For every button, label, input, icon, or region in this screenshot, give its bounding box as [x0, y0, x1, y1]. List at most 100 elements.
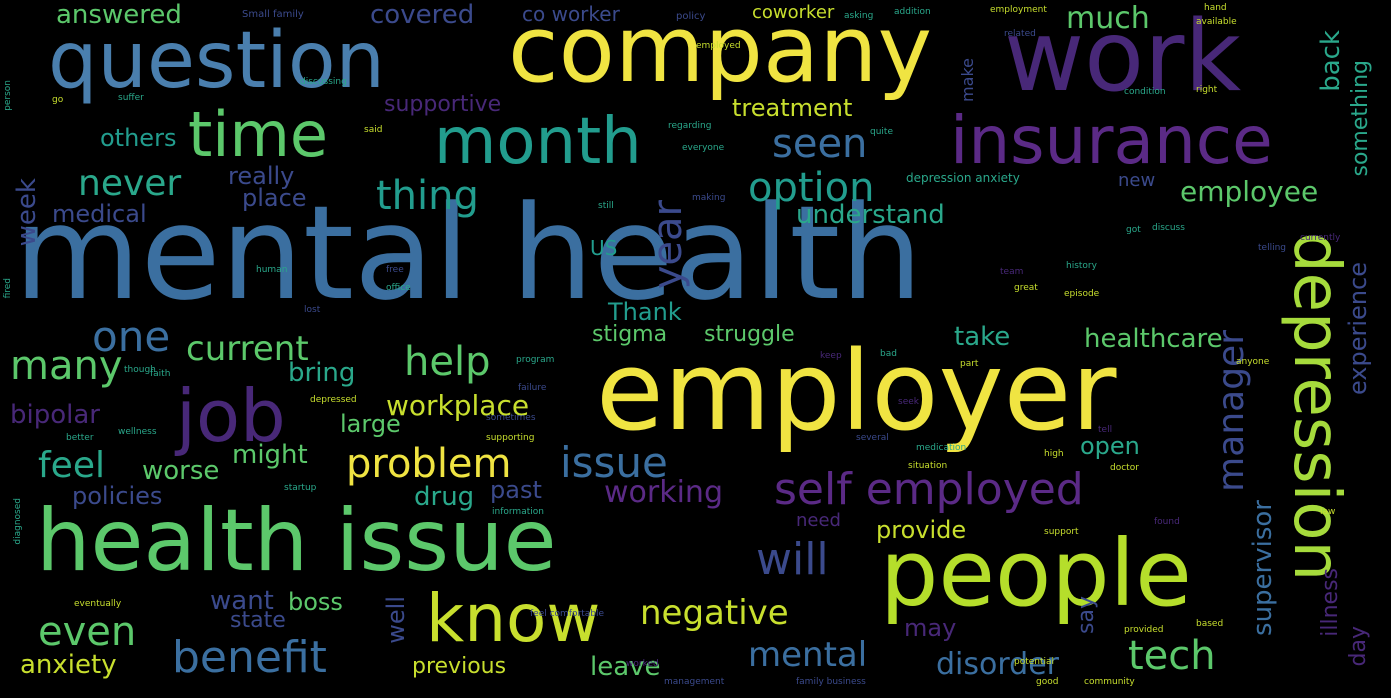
word-doctor: doctor: [1110, 463, 1139, 473]
word-boss: boss: [288, 588, 343, 616]
word-still: still: [598, 201, 614, 211]
word-information: information: [492, 507, 544, 517]
word-worse: worse: [142, 456, 220, 486]
word-help: help: [404, 339, 491, 385]
word-based: based: [1196, 619, 1224, 629]
word-seek: seek: [898, 397, 919, 407]
word-feel: feel: [38, 445, 105, 486]
word-state: state: [230, 608, 286, 633]
word-issue: issue: [560, 438, 668, 487]
word-struggle: struggle: [704, 322, 795, 347]
word-right: right: [1196, 85, 1218, 95]
word-free: free: [386, 265, 404, 275]
word-year: year: [645, 200, 691, 290]
word-employer: employer: [596, 327, 1117, 455]
word-got: got: [1126, 225, 1141, 235]
word-time: time: [188, 98, 329, 171]
word-say: say: [1074, 596, 1099, 634]
word-good: good: [1036, 677, 1059, 687]
word-thank: Thank: [608, 298, 682, 326]
word-understand: understand: [796, 200, 945, 230]
word-back: back: [1316, 30, 1346, 92]
word-provided: provided: [1124, 625, 1164, 635]
word-community: community: [1084, 677, 1135, 687]
word-go: go: [52, 95, 64, 105]
word-everyone: everyone: [682, 143, 725, 153]
word-supervisor: supervisor: [1248, 500, 1278, 636]
word-team: team: [1000, 267, 1024, 277]
word-available: available: [1196, 17, 1237, 27]
word-fired: fired: [3, 278, 13, 299]
word-working: working: [604, 475, 723, 510]
word-even: even: [38, 609, 137, 655]
word-currently: currently: [1300, 233, 1341, 243]
word-telling: telling: [1258, 243, 1286, 253]
word-potential: potential: [1014, 657, 1055, 667]
word-anyone: anyone: [1236, 357, 1270, 367]
word-depressed: depressed: [310, 395, 357, 405]
word-take: take: [954, 322, 1011, 352]
word-answered: answered: [56, 0, 182, 30]
word-sometimes: sometimes: [486, 413, 536, 423]
word-discuss: discuss: [1152, 223, 1185, 233]
word-health-issue: health issue: [36, 491, 557, 591]
word-better: better: [66, 433, 94, 443]
word-mental-health: mental health: [14, 177, 923, 329]
word-medication: medication: [916, 443, 967, 453]
word-disorder: disorder: [936, 647, 1060, 682]
word-program: program: [516, 355, 555, 365]
word-benefit: benefit: [172, 632, 327, 683]
word-situation: situation: [908, 461, 948, 471]
word-depression: depression: [1279, 232, 1353, 582]
word-part: part: [960, 359, 979, 369]
word-condition: condition: [1124, 87, 1166, 97]
word-week: week: [12, 178, 42, 247]
word-large: large: [340, 410, 401, 438]
word-want: want: [210, 586, 274, 616]
word-diagnosed: diagnosed: [13, 498, 23, 545]
word-problem: problem: [346, 441, 512, 487]
word-treatment: treatment: [732, 94, 853, 122]
word-supporting: supporting: [486, 433, 535, 443]
word-suffer: suffer: [118, 93, 144, 103]
word-startup: startup: [284, 483, 317, 493]
word-tell: tell: [1098, 425, 1113, 435]
word-bring: bring: [288, 358, 356, 388]
word-making: making: [692, 193, 726, 203]
word-workplace: workplace: [386, 389, 530, 422]
word-make: make: [958, 58, 977, 102]
word-employee: employee: [1180, 175, 1319, 208]
word-person: person: [3, 80, 13, 111]
word-bipolar: bipolar: [10, 400, 100, 430]
word-regarding: regarding: [668, 121, 712, 131]
word-job: job: [176, 374, 286, 458]
word-know: know: [426, 580, 601, 657]
word-though: though: [124, 365, 156, 375]
word-current: current: [186, 329, 309, 369]
word-company: company: [508, 0, 933, 103]
word-place: place: [242, 184, 307, 212]
word-law: law: [1320, 507, 1336, 517]
word-past: past: [490, 476, 542, 504]
word-need: need: [796, 510, 841, 531]
word-related: related: [1004, 29, 1036, 39]
word-said: said: [364, 125, 383, 135]
word-covered: covered: [370, 0, 475, 30]
word-leave: leave: [590, 652, 661, 682]
word-month: month: [434, 105, 642, 179]
word-mental-small: mental: [748, 635, 868, 675]
word-self-employed: self employed: [774, 464, 1084, 515]
word-one: one: [92, 312, 171, 361]
word-coworker: coworker: [752, 2, 835, 23]
word-really: really: [228, 162, 295, 190]
word-experience: experience: [1344, 262, 1372, 396]
word-day: day: [1346, 626, 1371, 667]
word-support: support: [1044, 527, 1079, 537]
word-bad: bad: [880, 349, 897, 359]
word-high: high: [1044, 449, 1064, 459]
word-great: great: [1014, 283, 1038, 293]
word-supportive: supportive: [384, 92, 502, 117]
word-co-worker: co worker: [522, 2, 620, 26]
word-family-business: family business: [796, 677, 866, 687]
